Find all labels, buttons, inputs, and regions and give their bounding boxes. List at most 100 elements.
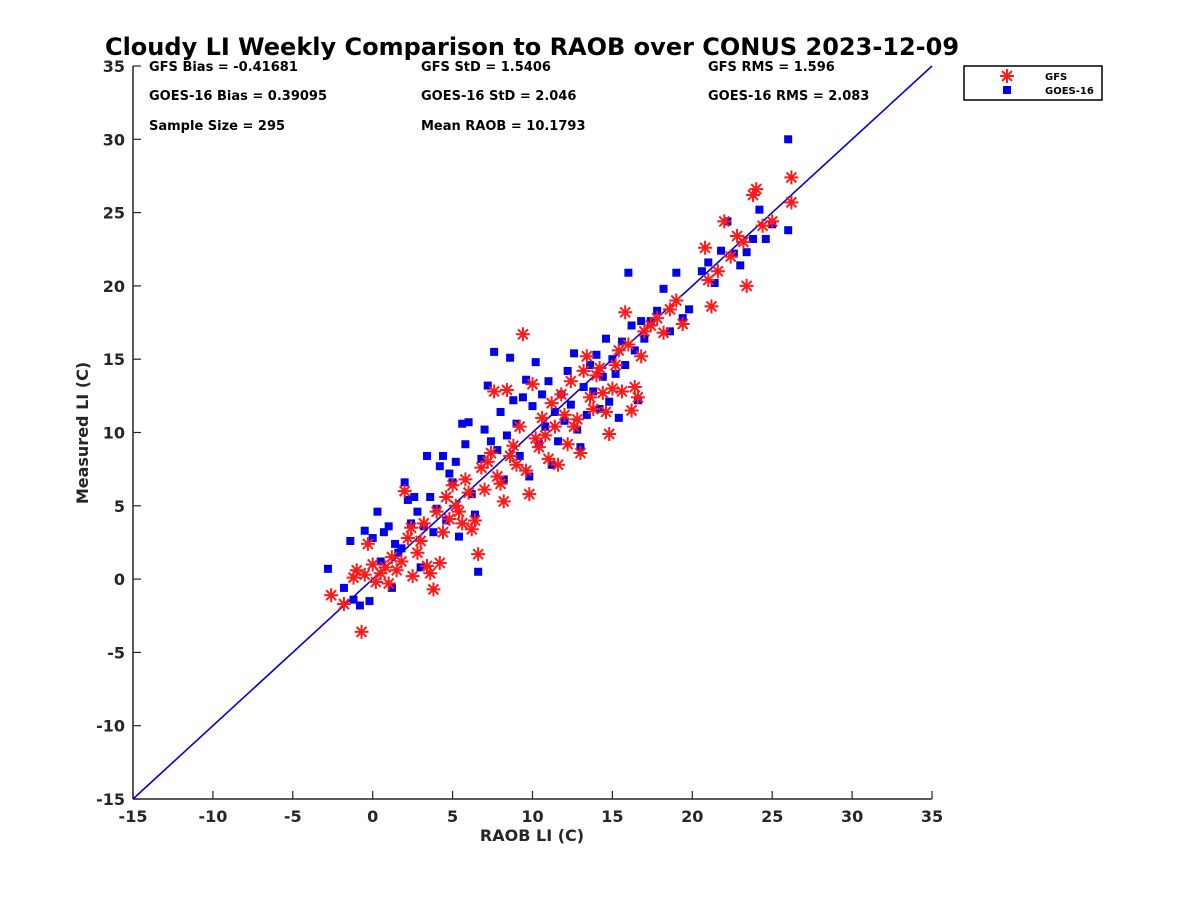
gfs-point [765,214,780,229]
goes16-point [614,413,623,422]
goes16-point [617,337,626,346]
gfs-point [493,476,508,491]
goes16-point [538,390,547,399]
goes16-point [493,446,502,455]
gfs-point [522,487,537,502]
axis-ticks: -15 -10 -5 0 5 10 15 20 25 30 35 -15 -10 -5 0 5 10 15 20 25… [96,57,943,826]
goes16-point [426,493,435,502]
gfs-point [669,293,684,308]
gfs-point [560,437,575,452]
gfs-point [538,428,553,443]
goes16-point [611,369,620,378]
gfs-point [544,396,559,411]
x-tick-label: 25 [761,807,783,826]
goes16-point [439,451,448,460]
gfs-point [723,249,738,264]
y-tick-label: -5 [107,643,125,662]
gfs-point [455,516,470,531]
x-tick-label: -5 [284,807,302,826]
goes16-point [477,454,486,463]
x-tick-label: 20 [681,807,703,826]
gfs-point [541,451,556,466]
gfs-point [365,557,380,572]
gfs-point [360,536,375,551]
gfs-point [519,463,534,478]
y-tick-label: 35 [103,57,125,76]
gfs-point [701,273,716,288]
goes16-point [665,327,674,336]
stat-text: GFS Bias = -0.41681 [149,60,298,75]
gfs-point [554,387,569,402]
goes16-point [483,381,492,390]
gfs-point [515,327,530,342]
gfs-point [704,299,719,314]
y-tick-label: 10 [103,424,125,443]
y-tick-label: -10 [96,717,125,736]
goes16-point [368,534,377,543]
goes16-point [346,536,355,545]
goes16-point [373,507,382,516]
gfs-point [487,384,502,399]
goes16-point [598,372,607,381]
gfs-point [467,513,482,528]
gfs-point [618,305,633,320]
stat-text: GFS RMS = 1.596 [708,60,835,75]
goes16-point [416,563,425,572]
goes16-point [376,557,385,566]
gfs-point [630,390,645,405]
gfs-point [675,317,690,332]
goes16-point [467,490,476,499]
gfs-point [662,302,677,317]
y-tick-label: 15 [103,350,125,369]
goes16-point [624,268,633,277]
goes16-point [474,567,483,576]
goes16-point [379,528,388,537]
gfs-point [710,264,725,279]
gfs-point [416,516,431,531]
gfs-point [490,469,505,484]
one-to-one-line [132,65,933,800]
gfs-point [592,360,607,375]
goes16-point [360,526,369,535]
gfs-point [413,533,428,548]
goes16-point [717,246,726,255]
gfs-point [400,531,415,546]
gfs-point [528,431,543,446]
goes16-point [659,284,668,293]
gfs-point [535,410,550,425]
gfs-point [368,575,383,590]
goes16-point [589,387,598,396]
gfs-point [346,570,361,585]
gfs-point [551,457,566,472]
stat-text: Sample Size = 295 [149,119,285,134]
goes16-point [570,349,579,358]
gfs-point [608,358,623,373]
goes16-point [442,516,451,525]
goes16-point [410,493,419,502]
legend-label: GOES-16 [1045,86,1094,97]
gfs-point [736,234,751,249]
goes16-point [704,258,713,267]
legend-marker-goes16 [1003,86,1011,94]
goes16-point [384,522,393,531]
x-tick-label: 0 [367,807,378,826]
gfs-point [426,582,441,597]
gfs-point [717,214,732,229]
goes16-point [637,317,646,326]
goes16-point [742,248,751,257]
x-tick-label: -10 [198,807,227,826]
gfs-point [525,377,540,392]
gfs-point [643,318,658,333]
goes16-point [339,583,348,592]
gfs-point [637,324,652,339]
x-axis-label: RAOB LI (C) [480,826,584,845]
gfs-point [439,490,454,505]
goes16-point [486,437,495,446]
x-tick-label: 30 [841,807,863,826]
gfs-point [436,525,451,540]
gfs-point [567,419,582,434]
gfs-point [357,567,372,582]
gfs-point [512,419,527,434]
goes16-point [784,226,793,235]
